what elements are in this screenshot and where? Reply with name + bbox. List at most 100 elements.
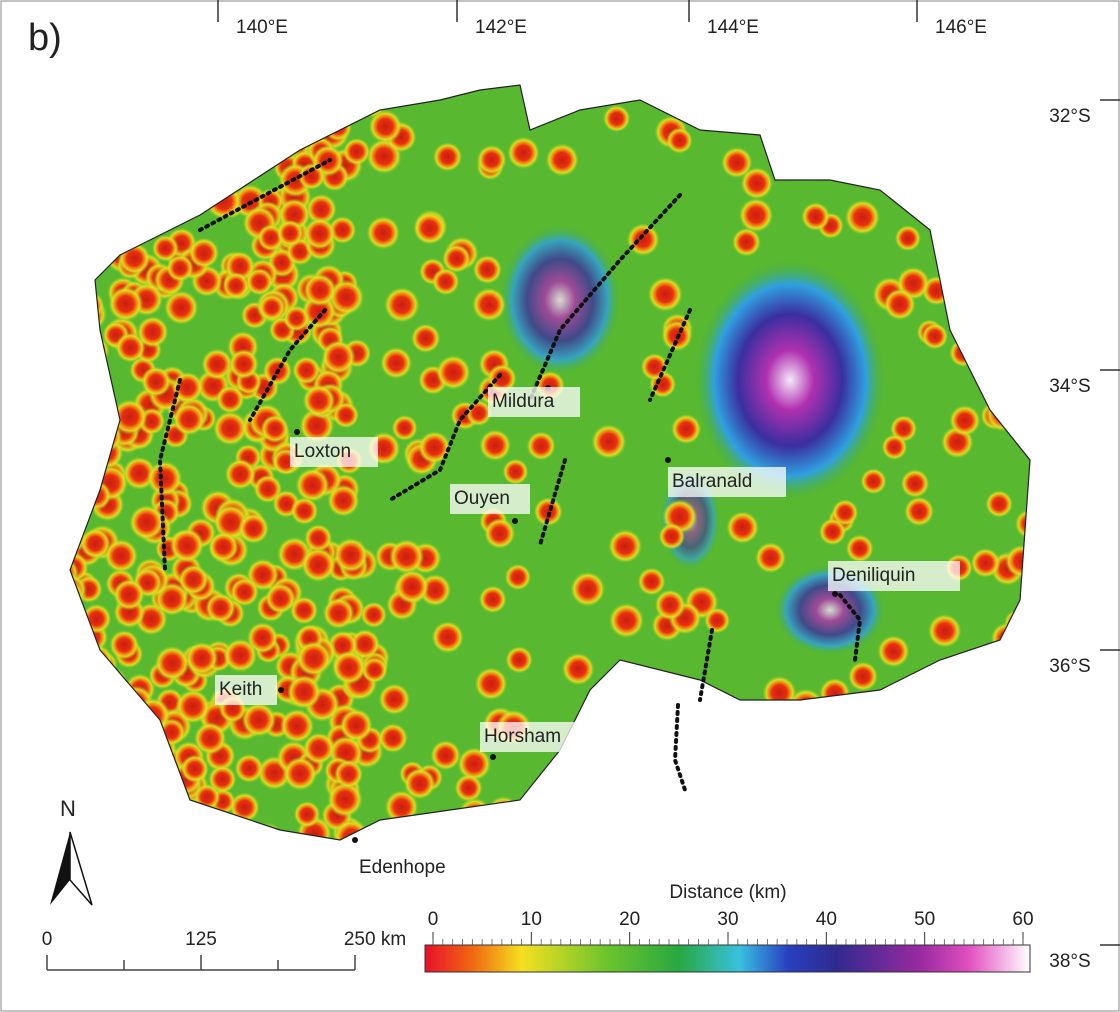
town-label: Horsham [484,726,561,747]
station-buffer [293,68,329,104]
station-buffer [627,223,660,256]
station-buffer [930,701,963,734]
station-buffer [526,431,555,460]
station-buffer [273,100,299,126]
station-buffer [779,804,811,836]
colorbar-tick-label: 60 [1012,909,1033,930]
station-buffer [927,73,958,104]
station-buffer [609,603,644,638]
town-marker [665,457,671,463]
station-buffer [283,305,309,331]
station-buffer [68,296,99,327]
station-buffer [971,548,1001,578]
station-buffer [845,200,880,235]
station-buffer [194,130,226,162]
station-buffer [155,161,184,190]
station-buffer [113,579,145,611]
station-buffer [75,455,105,485]
station-buffer [819,678,850,709]
station-buffer [333,402,360,429]
station-buffer [119,136,151,168]
station-buffer [332,651,366,685]
station-buffer [81,604,111,634]
station-buffer [76,688,105,717]
station-buffer [293,92,322,121]
station-buffer [349,69,380,100]
station-buffer [135,698,171,734]
station-buffer [265,583,296,614]
station-buffer [457,798,492,833]
station-buffer [881,434,907,460]
station-buffer [173,122,207,156]
station-buffer [608,529,642,563]
station-buffer [51,746,85,780]
station-buffer [545,143,578,176]
station-buffer [246,268,274,296]
station-buffer [212,71,241,100]
station-buffer [762,676,796,710]
station-buffer [479,585,507,613]
station-buffer [58,101,90,133]
station-buffer [147,64,181,98]
station-buffer [432,621,465,654]
lat-label: 38°S [1049,951,1090,972]
station-buffer [1022,135,1057,170]
colorbar [425,945,1030,972]
station-buffer [396,816,423,843]
station-buffer [164,160,197,193]
station-buffer [120,758,148,786]
station-buffer [106,709,133,736]
north-label: N [60,796,76,821]
station-buffer [133,111,160,138]
station-buffer [120,783,146,809]
station-buffer [277,220,304,247]
station-buffer [433,142,463,172]
station-buffer [323,597,355,629]
lon-label: 144°E [707,17,759,38]
station-buffer [276,130,303,157]
station-buffer [208,827,237,856]
station-buffer [505,564,532,591]
town-marker [294,429,300,435]
station-buffer [93,124,121,152]
station-buffer [289,108,323,142]
station-buffer [389,539,424,574]
station-buffer [126,215,154,243]
station-buffer [251,823,283,855]
town-marker [512,518,518,524]
station-buffer [704,607,730,633]
far-zone [500,225,620,375]
station-buffer [896,78,927,109]
station-buffer [302,384,335,417]
station-buffer [136,753,172,789]
station-buffer [177,101,211,135]
town-label: Mildura [492,391,555,412]
station-buffer [170,830,197,857]
station-buffer [301,547,336,582]
station-buffer [1015,509,1045,539]
station-buffer [155,191,182,218]
station-buffer [166,135,200,169]
station-buffer [86,138,120,172]
station-buffer [212,72,240,100]
station-buffer [95,836,121,862]
station-buffer [928,129,964,165]
town-label: Deniliquin [832,565,915,586]
station-buffer [739,198,774,233]
lat-label: 32°S [1049,106,1090,127]
station-buffer [112,692,143,723]
station-buffer [313,70,341,98]
station-buffer [922,323,949,350]
station-buffer [334,819,370,855]
colorbar-tick-label: 50 [914,909,935,930]
station-buffer [741,167,774,200]
station-buffer [638,802,672,836]
station-buffer [294,801,321,828]
station-buffer [116,735,150,769]
station-buffer [669,691,698,720]
station-buffer [1011,650,1046,685]
station-buffer [165,76,196,107]
station-buffer [340,709,373,742]
station-buffer [229,349,259,379]
station-buffer [102,802,133,833]
